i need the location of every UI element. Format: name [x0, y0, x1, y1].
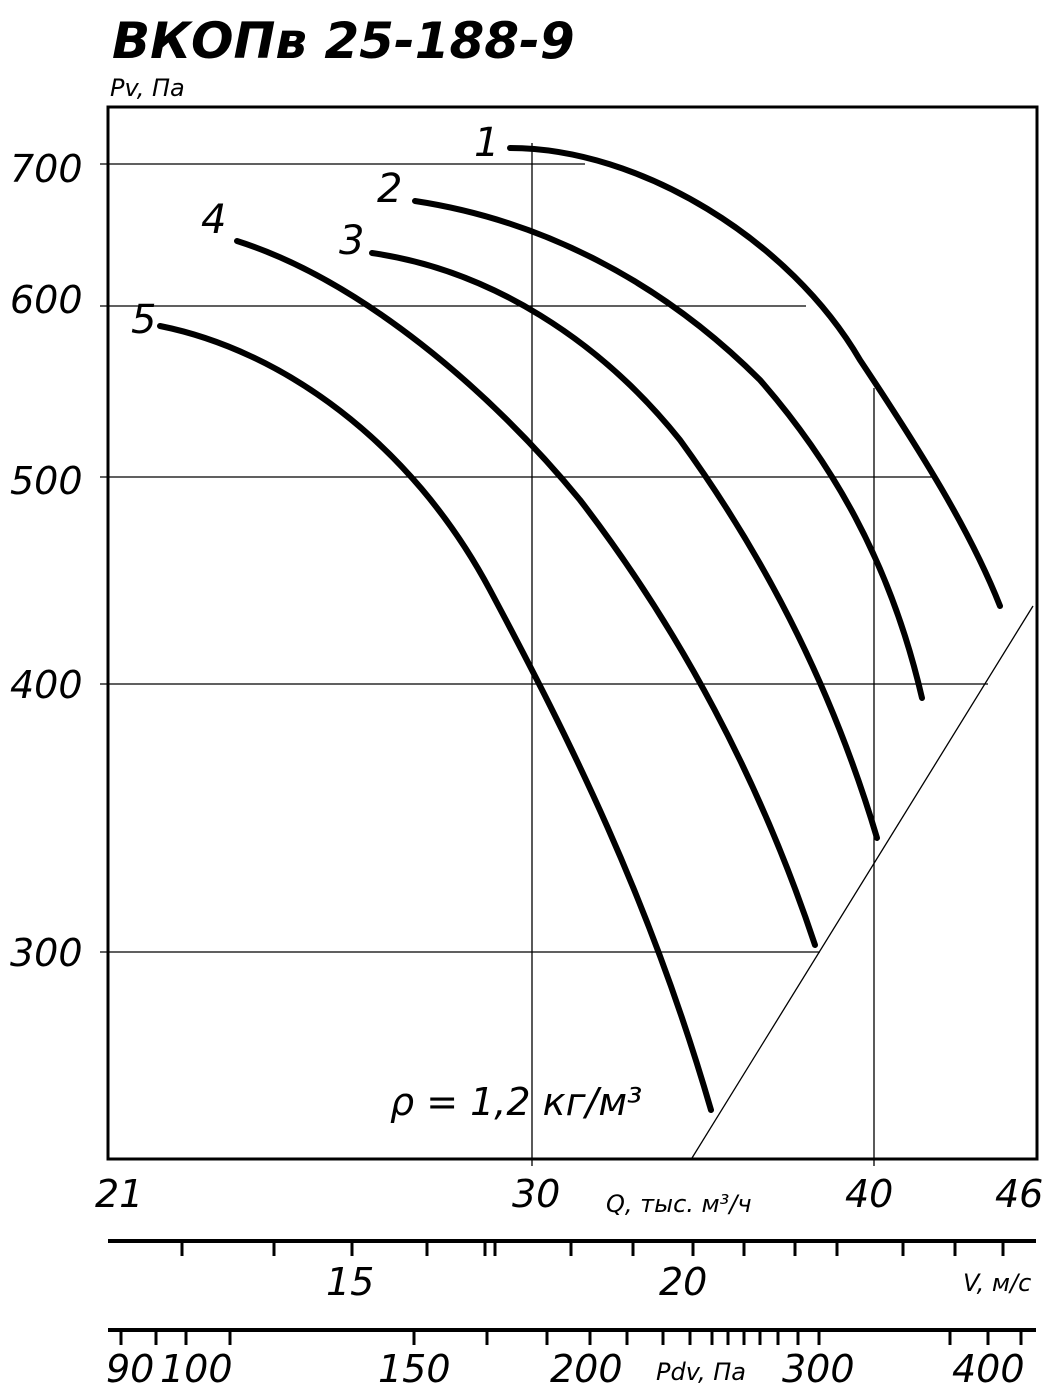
velocity-axis-ticks [180, 1241, 1005, 1256]
x-tick-40: 40 [845, 1172, 893, 1216]
pdv-tick-label-150: 150 [378, 1347, 451, 1391]
pdv-axis-label: Pdv, Па [656, 1358, 746, 1386]
y-tick-500: 500 [10, 459, 83, 503]
y-tick-400: 400 [10, 663, 83, 707]
v-tick-label-15: 15 [326, 1260, 374, 1304]
pdv-tick-label-300: 300 [782, 1347, 855, 1391]
y-tick-700: 700 [10, 147, 83, 191]
v-tick-label-20: 20 [659, 1260, 707, 1304]
dynamic-pressure-axis: 90 100 150 200 Pdv, Па 300 400 [106, 1328, 1036, 1391]
curve-label-3: 3 [339, 218, 364, 264]
grid-lines [100, 143, 1034, 1166]
velocity-axis: 15 20 V, м/с [108, 1239, 1036, 1304]
pdv-tick-label-100: 100 [160, 1347, 233, 1391]
curve-label-5: 5 [131, 297, 156, 343]
x-axis-label: Q, тыс. м³/ч [606, 1190, 752, 1218]
pdv-tick-label-90: 90 [106, 1347, 154, 1391]
density-annotation: ρ = 1,2 кг/м³ [390, 1080, 642, 1124]
curve-label-1: 1 [474, 120, 499, 166]
x-tick-labels: 21 30 40 46 Q, тыс. м³/ч [95, 1172, 1043, 1218]
curve-2 [412, 198, 925, 701]
plot-frame [106, 105, 1039, 1161]
y-tick-labels: 700 600 500 400 300 [10, 147, 83, 975]
pdv-tick-label-400: 400 [952, 1347, 1025, 1391]
curve-4 [234, 238, 818, 948]
x-tick-46: 46 [995, 1172, 1043, 1216]
curve-label-2: 2 [377, 166, 402, 212]
curves [157, 145, 1003, 1113]
pdv-tick-label-200: 200 [550, 1347, 623, 1391]
chart-title: ВКОПв 25-188-9 [112, 12, 575, 70]
y-tick-300: 300 [10, 931, 83, 975]
dynamic-pressure-line [691, 605, 1034, 1159]
curve-labels: 1 2 3 4 5 [131, 120, 499, 343]
dynamic-pressure-axis-ticks [119, 1330, 1023, 1345]
velocity-axis-label: V, м/с [963, 1269, 1031, 1297]
curve-label-4: 4 [201, 197, 226, 243]
curve-5 [157, 323, 714, 1113]
y-axis-label: Pv, Па [110, 74, 185, 102]
x-tick-21: 21 [95, 1172, 143, 1216]
y-tick-600: 600 [10, 278, 83, 322]
curve-1 [507, 145, 1003, 609]
x-tick-30: 30 [512, 1172, 560, 1216]
curve-3 [369, 250, 880, 841]
